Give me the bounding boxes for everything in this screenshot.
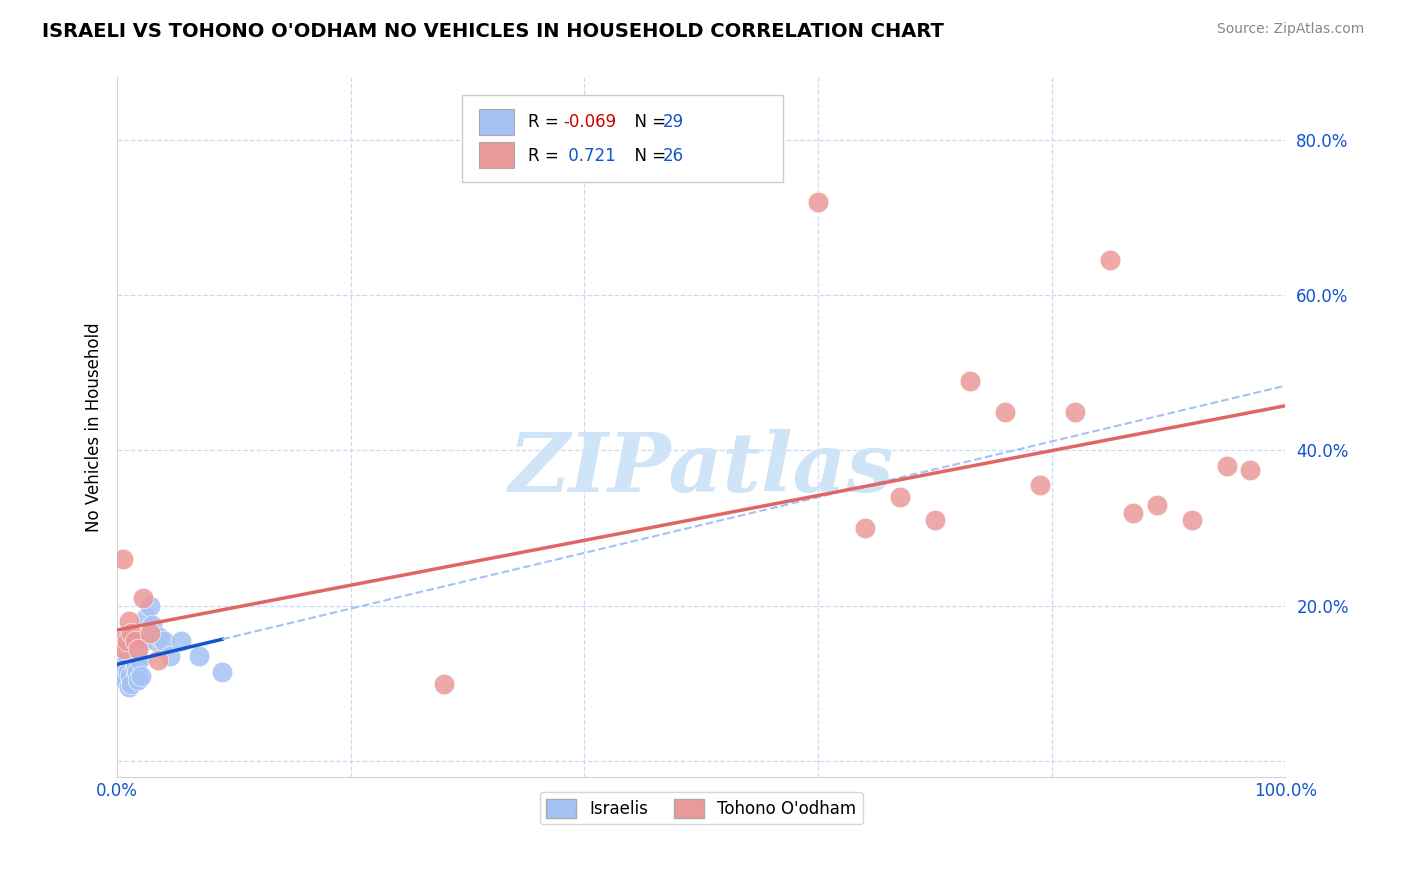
Text: N =: N = [624, 147, 672, 165]
Point [139, 626, 162, 640]
Point [112, 641, 135, 656]
Point [128, 653, 150, 667]
Point [1098, 253, 1121, 268]
Text: 29: 29 [662, 113, 683, 131]
Text: 26: 26 [662, 147, 683, 165]
Point [211, 665, 233, 679]
Point [110, 665, 132, 679]
Point [115, 633, 138, 648]
Point [127, 641, 149, 656]
Point [112, 653, 135, 667]
Point [170, 633, 193, 648]
Point [111, 661, 134, 675]
Point [125, 657, 148, 672]
Point [148, 630, 170, 644]
Point [1146, 498, 1168, 512]
Text: 0.721: 0.721 [564, 147, 616, 165]
Text: ISRAELI VS TOHONO O'ODHAM NO VEHICLES IN HOUSEHOLD CORRELATION CHART: ISRAELI VS TOHONO O'ODHAM NO VEHICLES IN… [42, 22, 943, 41]
Point [141, 618, 163, 632]
Point [924, 513, 946, 527]
Text: R =: R = [529, 113, 564, 131]
Point [118, 615, 141, 629]
Point [129, 669, 152, 683]
Point [117, 665, 139, 679]
Text: -0.069: -0.069 [564, 113, 616, 131]
Y-axis label: No Vehicles in Household: No Vehicles in Household [86, 322, 103, 532]
Point [124, 633, 146, 648]
Point [889, 490, 911, 504]
Point [145, 633, 167, 648]
Point [125, 665, 148, 679]
Point [1122, 506, 1144, 520]
Point [124, 661, 146, 675]
Point [122, 646, 145, 660]
Point [118, 681, 141, 695]
Point [433, 676, 456, 690]
Point [135, 610, 157, 624]
Point [112, 552, 135, 566]
Point [159, 649, 181, 664]
Point [994, 404, 1017, 418]
Text: ZIPatlas: ZIPatlas [509, 429, 894, 509]
Text: Source: ZipAtlas.com: Source: ZipAtlas.com [1216, 22, 1364, 37]
Bar [479, 109, 515, 136]
Legend: Israelis, Tohono O'odham: Israelis, Tohono O'odham [540, 792, 863, 824]
Point [114, 673, 136, 687]
Point [112, 657, 135, 672]
Bar [479, 142, 515, 169]
Point [132, 633, 155, 648]
Text: N =: N = [624, 113, 672, 131]
Point [959, 374, 981, 388]
Point [139, 599, 162, 613]
Point [1216, 458, 1239, 473]
Point [188, 649, 211, 664]
Point [120, 626, 142, 640]
Point [1029, 478, 1052, 492]
Point [1181, 513, 1204, 527]
Point [853, 521, 876, 535]
Point [120, 676, 142, 690]
Point [807, 194, 830, 209]
Point [118, 669, 141, 683]
Point [110, 633, 132, 648]
Text: R =: R = [529, 147, 564, 165]
Point [115, 649, 138, 664]
FancyBboxPatch shape [461, 95, 783, 182]
Point [146, 653, 169, 667]
Point [132, 591, 155, 606]
Point [153, 633, 176, 648]
Point [127, 673, 149, 687]
Point [121, 641, 143, 656]
Point [1064, 404, 1087, 418]
Point [1239, 463, 1261, 477]
